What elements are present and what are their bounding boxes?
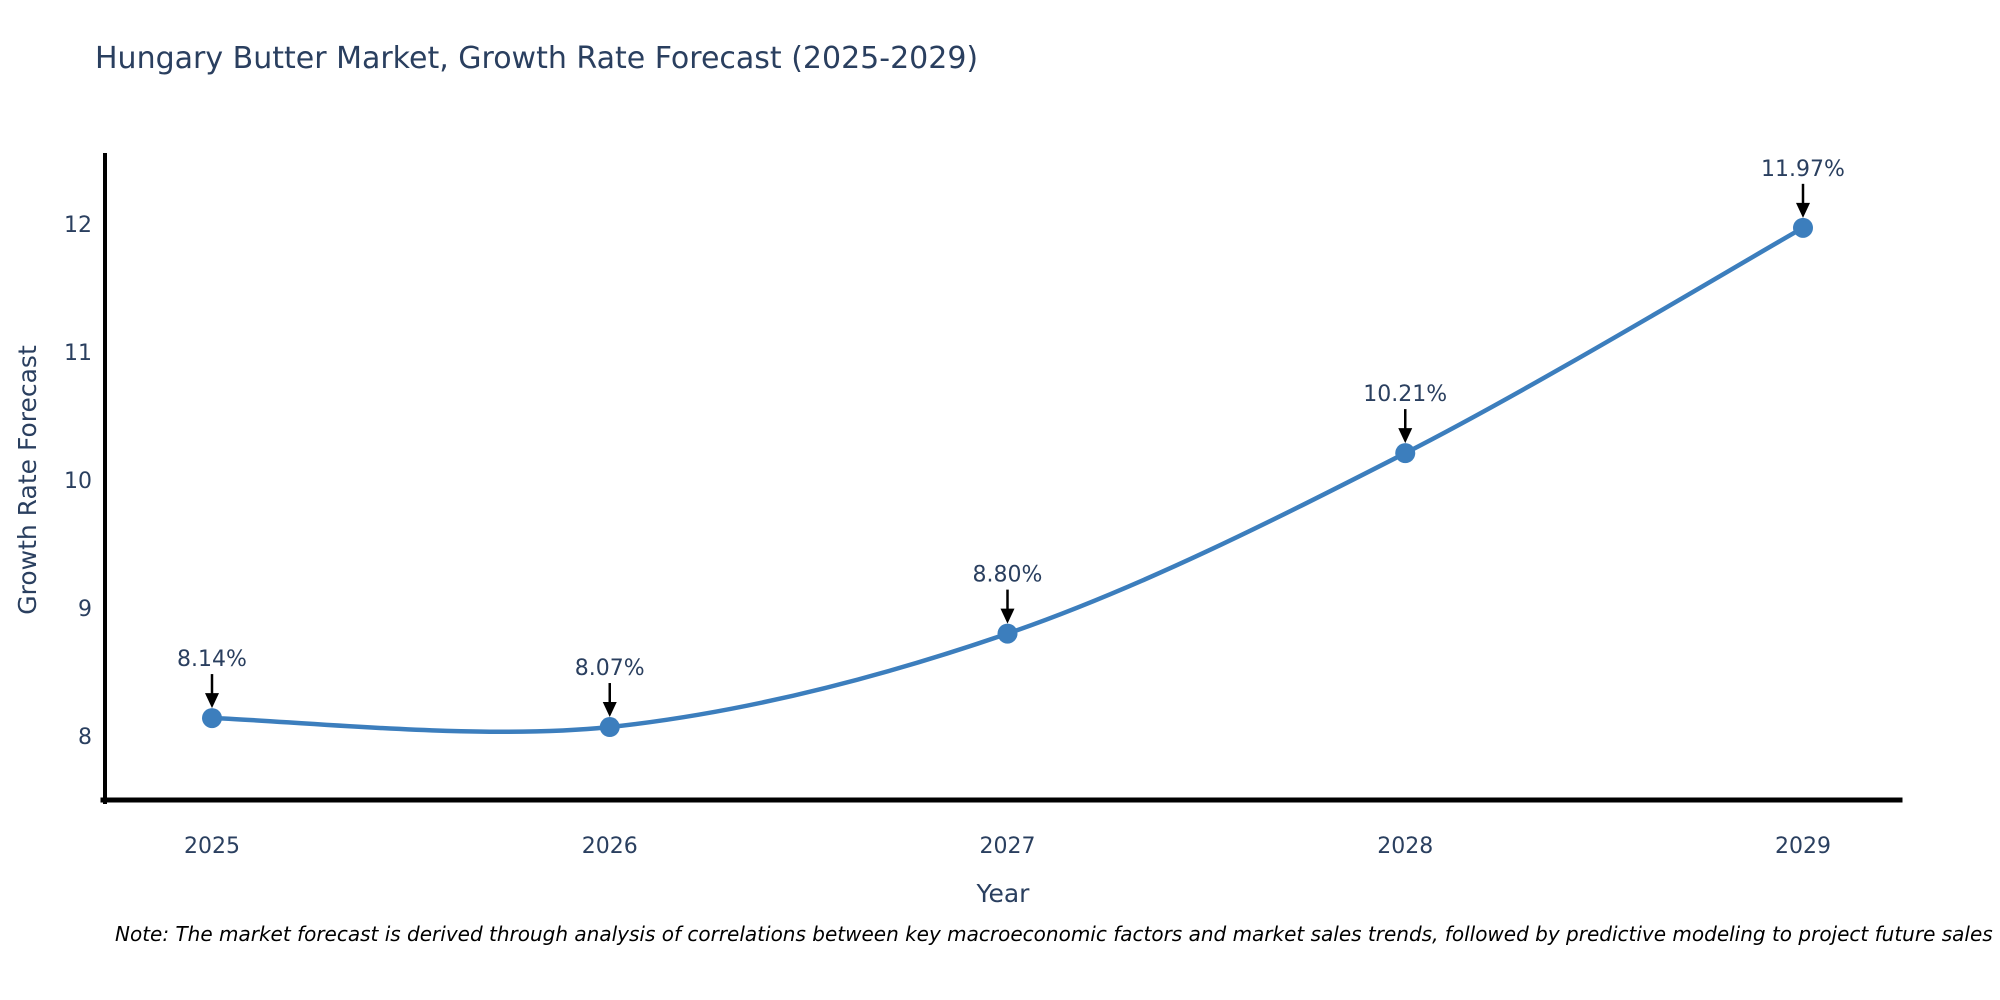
data-point-marker [1793,217,1813,238]
y-tick-label: 11 [64,341,92,366]
chart-title: Hungary Butter Market, Growth Rate Forec… [95,41,978,76]
x-axis-tick-labels: 2025 2026 2027 2028 2029 [184,834,1831,859]
x-tick-label: 2026 [582,834,638,859]
annotation-value-label: 8.80% [973,563,1043,588]
y-tick-label: 8 [78,725,92,750]
y-tick-label: 9 [78,597,92,622]
point-annotation: 10.21% [1363,382,1447,444]
annotation-value-label: 11.97% [1761,157,1845,182]
annotation-value-label: 8.14% [177,647,247,672]
x-axis-title: Year [976,879,1031,908]
x-tick-label: 2028 [1377,834,1433,859]
forecast-line [209,225,1806,735]
data-point-marker [1395,443,1416,464]
data-point-marker [997,623,1018,644]
annotation-arrowhead-icon [1796,202,1810,218]
data-point-marker [599,717,620,738]
annotation-value-label: 8.07% [575,656,645,681]
x-tick-label: 2025 [184,834,240,859]
y-axis-title: Growth Rate Forecast [13,345,42,615]
data-point-annotations: 8.14% 8.07% 8.80% 10.21% 11.97% [177,157,1845,718]
x-tick-label: 2027 [980,834,1036,859]
forecast-line-series [202,217,1813,738]
annotation-arrowhead-icon [205,693,219,709]
point-annotation: 8.80% [973,563,1043,624]
annotation-arrowhead-icon [1000,608,1015,624]
footnote: Note: The market forecast is derived thr… [115,922,1993,946]
y-tick-label: 12 [64,213,92,238]
annotation-value-label: 10.21% [1363,382,1447,407]
point-annotation: 11.97% [1761,157,1845,218]
y-tick-label: 10 [64,469,92,494]
point-annotation: 8.07% [575,656,645,718]
y-axis-tick-labels: 8 9 10 11 12 [64,213,92,750]
data-point-marker [202,708,222,729]
annotation-arrowhead-icon [602,702,617,718]
x-tick-label: 2029 [1775,834,1831,859]
annotation-arrowhead-icon [1398,428,1413,444]
point-annotation: 8.14% [177,647,247,709]
